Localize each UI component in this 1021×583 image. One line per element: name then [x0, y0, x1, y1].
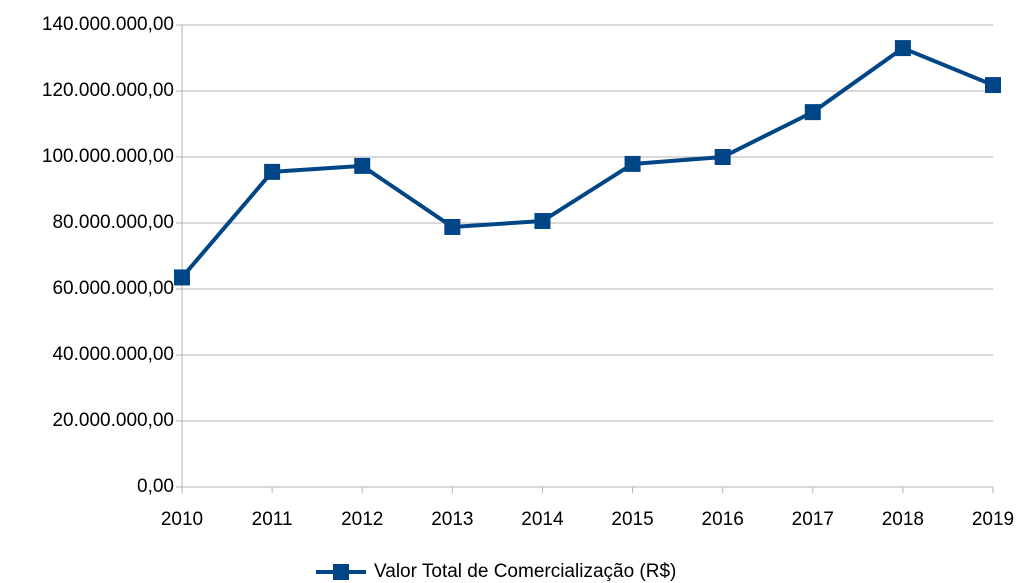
y-tick-label: 0,00 — [137, 476, 174, 497]
y-tick-label: 120.000.000,00 — [42, 80, 174, 101]
data-point — [264, 163, 281, 180]
y-tick-label: 60.000.000,00 — [52, 278, 174, 299]
x-tick-label: 2014 — [521, 509, 564, 530]
y-tick-label: 100.000.000,00 — [42, 146, 174, 167]
data-point — [174, 269, 190, 286]
data-point — [444, 218, 461, 235]
x-tick-label: 2017 — [792, 509, 834, 530]
y-tick-label: 40.000.000,00 — [52, 344, 174, 365]
legend-label: Valor Total de Comercialização (R$) — [374, 561, 676, 582]
y-tick-label: 140.000.000,00 — [42, 14, 174, 35]
x-tick-label: 2016 — [702, 509, 744, 530]
x-tick-label: 2019 — [972, 509, 1014, 530]
series-line — [180, 45, 994, 279]
data-point — [624, 155, 641, 172]
data-point — [804, 104, 821, 121]
data-point — [985, 77, 1001, 94]
data-point — [354, 157, 371, 174]
y-tick-label: 20.000.000,00 — [52, 410, 174, 431]
data-point — [894, 40, 911, 57]
x-tick-label: 2013 — [431, 509, 473, 530]
x-tick-label: 2018 — [882, 509, 924, 530]
x-tick-label: 2012 — [341, 509, 383, 530]
x-tick-label: 2011 — [252, 509, 293, 530]
data-point — [714, 149, 731, 165]
data-point — [534, 213, 551, 230]
y-tick-label: 80.000.000,00 — [52, 212, 174, 233]
x-tick-label: 2015 — [611, 509, 653, 530]
legend-marker — [333, 564, 349, 580]
x-tick-label: 2010 — [161, 509, 203, 530]
